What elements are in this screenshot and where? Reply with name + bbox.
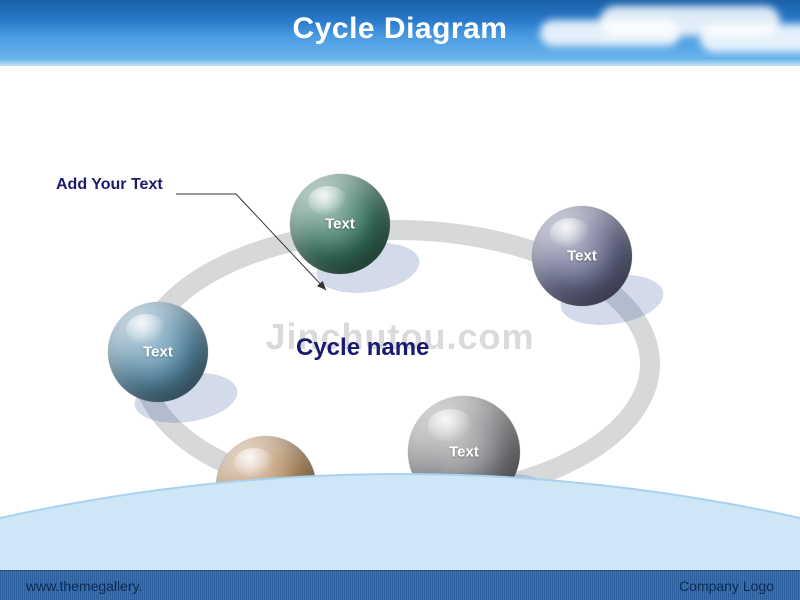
footer-right: Company Logo xyxy=(679,578,774,594)
sphere-label: Text xyxy=(449,444,479,461)
sphere: Text xyxy=(108,302,208,402)
sphere-label: Text xyxy=(251,478,281,495)
footer-bar: www.themegallery. Company Logo xyxy=(0,570,800,600)
header-bar: Cycle Diagram xyxy=(0,0,800,60)
sphere: Text xyxy=(532,206,632,306)
sphere: Text xyxy=(290,174,390,274)
sphere: Text xyxy=(216,436,316,536)
sphere: Text xyxy=(408,396,520,508)
sphere-label: Text xyxy=(567,248,597,265)
cycle-center-label: Cycle name xyxy=(296,334,429,362)
header-underline xyxy=(0,58,800,66)
footer-left: www.themegallery. xyxy=(26,578,142,594)
content-area: Jinchutou.com Add Your Text TextTextText… xyxy=(0,66,800,570)
slide-title: Cycle Diagram xyxy=(0,12,800,46)
sphere-label: Text xyxy=(143,344,173,361)
slide: Cycle Diagram Jinchutou.com Add Your Tex… xyxy=(0,0,800,600)
sphere-label: Text xyxy=(325,216,355,233)
